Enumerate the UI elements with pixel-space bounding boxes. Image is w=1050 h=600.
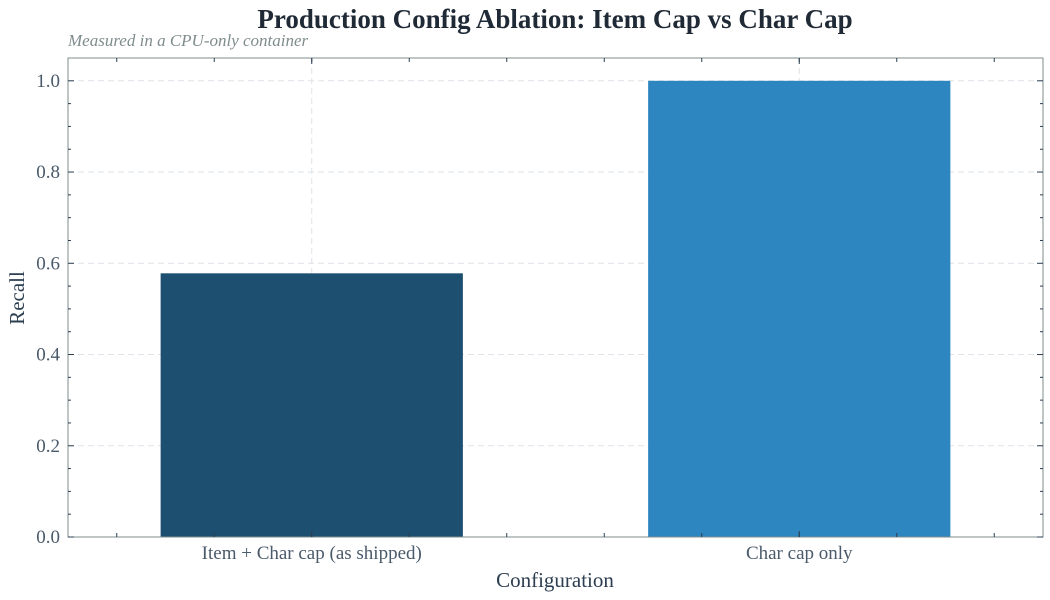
- y-tick-label: 0.0: [36, 527, 60, 548]
- chart-title: Production Config Ablation: Item Cap vs …: [257, 4, 852, 34]
- y-tick-label: 0.6: [36, 253, 60, 274]
- axes: [67, 57, 1044, 538]
- x-tick-label: Char cap only: [746, 543, 853, 564]
- bar: [160, 273, 463, 537]
- tick-labels: 0.0 0.2 0.4 0.6 0.8 1.0 Item + Char cap (as sh…: [36, 71, 853, 564]
- y-tick-label: 1.0: [36, 71, 60, 92]
- x-axis-label: Configuration: [496, 568, 614, 592]
- y-tick-label: 0.4: [36, 345, 60, 366]
- bar: [648, 80, 951, 538]
- plot-frame: [67, 57, 1044, 538]
- bars: [160, 80, 951, 538]
- y-axis-label: Recall: [5, 271, 29, 325]
- y-tick-label: 0.8: [36, 162, 60, 183]
- y-tick-label: 0.2: [36, 436, 60, 457]
- x-tick-label: Item + Char cap (as shipped): [202, 543, 422, 564]
- chart-subtitle: Measured in a CPU-only container: [67, 31, 309, 50]
- ticks: [68, 58, 1043, 538]
